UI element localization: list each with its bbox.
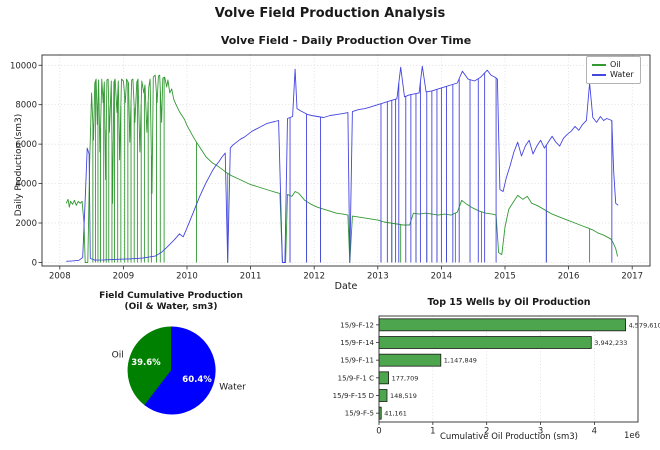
bar-x-tick-label: 4 [592,427,597,437]
bar-15-9-f-14 [378,336,592,349]
bar-15-9-f-11 [378,353,442,367]
y-tick-label: 4000 [15,180,37,190]
well-name-label: 15/9-F-12 [340,321,374,329]
y-tick-label: 6000 [15,140,37,150]
legend-label-oil: Oil [610,60,621,69]
pie-slice-label-water: Water [219,383,246,393]
water-line-swatch [592,74,606,76]
bar-x-tick-label: 3 [538,427,543,437]
bar-chart-title: Top 15 Wells by Oil Production [427,297,591,308]
bar-value-label: 4,579,610 [629,321,660,329]
bar-value-label: 177,709 [392,374,419,382]
legend-entry-oil: Oil [592,60,634,70]
main-axes-frame [41,54,651,267]
bar-value-label: 41,161 [384,410,407,418]
x-tick-label: 2013 [367,272,389,282]
pie-slice-oil [127,326,172,406]
pie-title-line2: (Oil & Water, sm3) [124,301,218,312]
daily-production-xlabel: Date [334,281,358,292]
x-tick-label: 2011 [240,272,262,282]
bar-15-9-f-12 [378,318,626,332]
pie-chart-title: Field Cumulative Production (Oil & Water… [71,291,271,312]
x-tick-label: 2010 [176,272,198,282]
oil-series-line [65,74,619,263]
figure-title: Volve Field Production Analysis [214,6,446,21]
bar-x-tick-label: 0 [376,427,381,437]
bar-value-label: 3,942,233 [594,339,627,347]
x-tick-label: 2014 [431,272,453,282]
well-name-label: 15/9-F-5 [345,410,374,418]
well-name-label: 15/9-F-15 D [333,392,374,400]
x-tick-label: 2015 [494,272,516,282]
well-name-label: 15/9-F-14 [340,339,374,347]
pie-pct-label-water: 60.4% [182,375,212,385]
bar-chart-axis-offset: 1e6 [623,431,640,441]
bar-x-tick-label: 1 [430,427,435,437]
bar-value-label: 1,147,849 [444,357,477,365]
well-name-label: 15/9-F-11 [340,357,374,365]
y-tick-label: 2000 [15,219,37,229]
legend: Oil Water [586,56,641,84]
daily-production-chart-title: Volve Field - Daily Production Over Time [220,34,472,47]
well-name-label: 15/9-F-1 C [338,374,374,382]
y-tick-label: 0 [32,258,37,268]
pie-title-line1: Field Cumulative Production [99,291,243,301]
oil-line-swatch [592,64,606,66]
bar-15-9-f-1-c [378,371,389,385]
water-series-line [66,65,619,263]
y-tick-label: 8000 [15,101,37,111]
bar-15-9-f-15-d [378,389,388,402]
y-tick-label: 10000 [10,61,37,71]
bar-chart-xlabel: Cumulative Oil Production (sm3) [439,432,578,442]
pie-pct-label-oil: 39.6% [131,358,161,368]
daily-production-ylabel: Daily Production (sm3) [14,113,24,217]
pie-slice-label-oil: Oil [112,350,124,360]
legend-entry-water: Water [592,70,634,80]
x-tick-label: 2017 [621,272,643,282]
pie-slice-water [144,326,216,415]
x-tick-label: 2009 [113,272,135,282]
x-tick-label: 2012 [303,272,325,282]
x-tick-label: 2016 [558,272,580,282]
bar-x-tick-label: 2 [484,427,489,437]
x-tick-label: 2008 [49,272,71,282]
bar-value-label: 148,519 [390,392,417,400]
legend-label-water: Water [610,70,634,79]
bar-axes-frame [378,315,639,423]
